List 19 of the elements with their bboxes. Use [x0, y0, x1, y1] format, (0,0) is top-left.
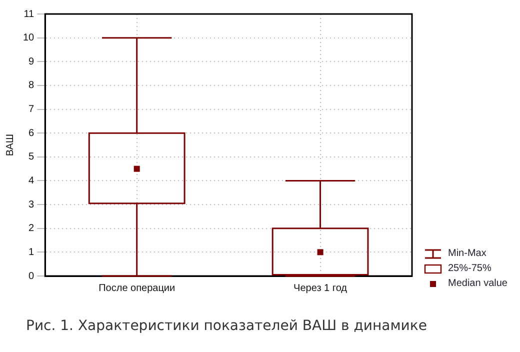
y-tick-label: 9 [28, 56, 35, 68]
y-tick-label: 10 [23, 32, 35, 44]
y-tick-label: 1 [28, 246, 35, 258]
y-tick-label: 8 [28, 80, 35, 92]
y-tick-label: 5 [28, 152, 35, 163]
y-tick-label: 7 [28, 104, 35, 116]
x-tick-label: После операции [98, 282, 176, 294]
y-tick-label: 11 [24, 8, 35, 20]
y-axis-title: ВАШ [4, 134, 16, 156]
x-tick-label: Через 1 год [294, 282, 348, 294]
y-tick-label: 2 [28, 223, 35, 234]
y-tick-label: 6 [28, 128, 35, 139]
y-tick-label: 3 [28, 199, 35, 210]
text: Рис. 1. Характеристики показателей ВАШ в динамике [26, 318, 427, 334]
y-tick-label: 4 [28, 175, 35, 186]
y-tick-label: 0 [28, 270, 35, 282]
text: Min-Max [448, 248, 486, 259]
text: Median value [448, 278, 508, 289]
text: 25%-75% [448, 263, 492, 274]
